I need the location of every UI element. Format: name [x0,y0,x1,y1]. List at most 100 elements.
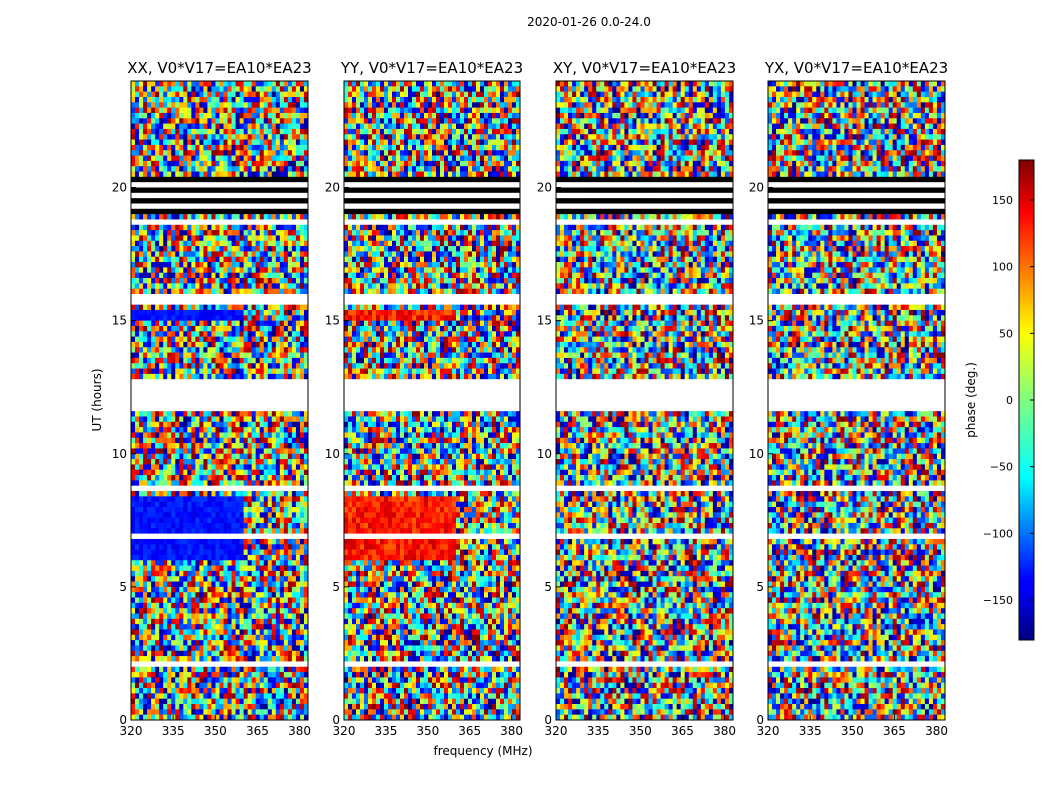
heatmap-cell-xx [187,480,192,487]
heatmap-cell-xx [251,283,256,289]
heatmap-cell-xx [207,400,212,407]
heatmap-cell-xx [131,182,136,188]
heatmap-cell-xx [287,166,293,172]
heatmap-cell-xx [279,102,285,108]
heatmap-cell-xx [139,214,144,220]
heatmap-cell-xx [303,139,308,146]
heatmap-cell-xx [147,198,152,204]
heatmap-cell-xx [203,656,208,662]
heatmap-cell-xx [255,629,261,636]
heatmap-cell-xx [143,645,148,652]
heatmap-cell-xx [283,203,289,210]
heatmap-cell-xx [155,421,160,428]
heatmap-cell-xx [219,640,224,646]
heatmap-cell-xx [299,608,305,614]
heatmap-cell-xx [151,283,156,289]
heatmap-cell-xx [219,522,224,529]
heatmap-cell-xx [207,469,212,476]
heatmap-cell-xx [223,166,228,172]
heatmap-cell-xx [271,581,277,588]
heatmap-cell-xx [267,320,273,327]
heatmap-cell-xx [259,554,265,561]
heatmap-cell-xx [283,544,289,550]
heatmap-cell-xx [155,240,160,247]
heatmap-cell-xx [251,485,256,492]
heatmap-cell-xx [291,522,297,529]
heatmap-cell-xx [275,384,281,391]
heatmap-cell-xx [299,112,305,119]
heatmap-cell-xx [215,304,220,311]
heatmap-cell-xx [227,517,232,524]
heatmap-cell-xx [303,192,308,199]
heatmap-cell-xx [183,522,188,529]
heatmap-cell-xx [199,586,204,593]
heatmap-cell-xx [303,384,308,391]
heatmap-cell-xx [163,294,168,300]
heatmap-cell-xx [171,246,176,252]
heatmap-cell-xx [187,336,192,343]
heatmap-cell-xx [139,112,144,119]
heatmap-cell-xx [155,166,160,172]
heatmap-cell-xx [147,634,152,641]
heatmap-cell-xx [283,294,289,300]
heatmap-cell-xx [255,437,261,444]
heatmap-cell-xx [187,171,192,178]
heatmap-cell-xx [295,544,301,550]
heatmap-cell-xx [171,283,176,289]
heatmap-cell-xx [203,501,208,508]
heatmap-cell-xx [195,517,200,524]
heatmap-cell-xx [151,315,156,321]
heatmap-cell-xx [243,512,248,518]
heatmap-cell-xx [291,640,297,646]
heatmap-cell-xx [215,102,220,108]
heatmap-cell-xx [247,315,252,321]
heatmap-cell-xx [275,235,281,242]
heatmap-cell-xx [191,437,196,444]
heatmap-cell-xx [291,427,297,433]
heatmap-cell-xx [227,437,232,444]
heatmap-cell-xx [263,592,269,598]
heatmap-cell-xx [135,224,140,231]
heatmap-cell-xx [139,400,144,407]
heatmap-cell-xx [299,384,305,391]
heatmap-cell-xx [203,187,208,194]
heatmap-cell-xx [179,640,184,646]
heatmap-cell-xx [151,304,156,311]
heatmap-cell-xx [279,96,285,103]
heatmap-cell-xx [259,581,265,588]
heatmap-cell-xx [291,150,297,156]
heatmap-cell-xx [183,171,188,178]
heatmap-cell-xx [191,533,196,540]
heatmap-cell-xx [155,645,160,652]
heatmap-cell-xx [143,405,148,412]
heatmap-cell-xx [287,320,293,327]
heatmap-cell-xx [299,198,305,204]
heatmap-cell-xx [143,134,148,140]
heatmap-cell-xx [235,214,240,220]
heatmap-cell-xx [139,437,144,444]
heatmap-cell-xx [143,650,148,657]
heatmap-cell-xx [295,294,301,300]
heatmap-cell-xx [199,373,204,380]
heatmap-cell-xx [151,219,156,226]
heatmap-cell-xx [263,602,269,609]
heatmap-cell-xx [271,501,277,508]
heatmap-cell-xx [235,656,240,662]
heatmap-cell-xx [287,544,293,550]
heatmap-cell-xx [279,608,285,614]
heatmap-cell-xx [259,491,265,497]
heatmap-cell-xx [283,677,289,684]
heatmap-cell-xx [195,496,200,502]
heatmap-cell-xx [187,176,192,183]
heatmap-cell-xx [239,160,244,167]
heatmap-cell-xx [231,102,236,108]
heatmap-cell-xx [163,485,168,492]
heatmap-cell-xx [255,634,261,641]
heatmap-cell-xx [139,592,144,598]
heatmap-cell-xx [175,475,180,481]
heatmap-cell-xx [163,341,168,348]
heatmap-cell-xx [179,171,184,178]
heatmap-cell-xx [303,544,308,550]
heatmap-cell-xx [135,219,140,226]
heatmap-cell-xx [299,230,305,236]
